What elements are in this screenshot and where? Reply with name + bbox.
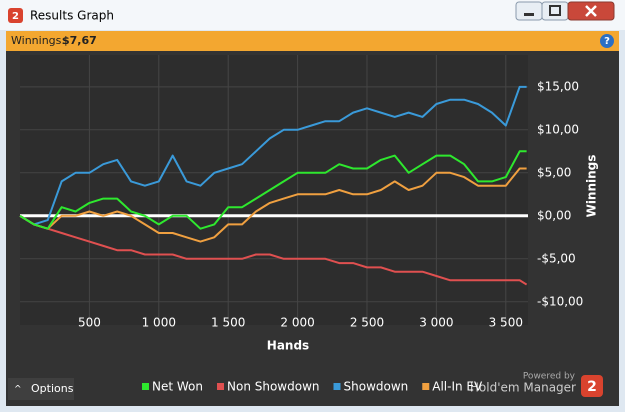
close-icon	[585, 5, 597, 17]
maximize-icon	[549, 5, 561, 16]
brand-logo-text: 2	[587, 379, 597, 395]
powered-by: Powered by	[523, 372, 576, 382]
brand: Hold'em Manager	[470, 381, 576, 395]
legend-label: Net Won	[152, 380, 203, 394]
maximize-button[interactable]	[541, 1, 569, 21]
minimize-icon	[524, 13, 534, 16]
help-button[interactable]	[600, 34, 614, 48]
legend-label: Showdown	[344, 380, 409, 394]
legend-label: Non Showdown	[227, 380, 320, 394]
info-label: Winnings:	[11, 34, 65, 47]
window-title: Results Graph	[30, 9, 114, 23]
series-line	[19, 85, 527, 226]
legend-label: All-In EV	[432, 380, 483, 394]
y-tick-label: $10,00	[537, 122, 579, 136]
minimize-button[interactable]	[515, 1, 543, 21]
plot-area	[20, 55, 528, 325]
series-line	[19, 214, 528, 286]
legend-swatch	[422, 383, 430, 390]
legend-swatch	[142, 383, 149, 390]
x-tick-label: 1 000	[142, 316, 176, 330]
y-axis-label: Winnings	[585, 155, 599, 218]
options-text: Options	[31, 382, 74, 395]
x-tick-label: 500	[78, 316, 101, 330]
series-line	[19, 150, 527, 230]
legend-swatch	[217, 383, 224, 390]
x-axis-label: Hands	[267, 339, 309, 353]
y-tick-label: $0,00	[537, 208, 571, 222]
series-line	[19, 167, 527, 243]
app-icon	[8, 8, 23, 23]
x-tick-label: 2 000	[280, 316, 314, 330]
app-icon-text: 2	[12, 11, 19, 22]
options-button[interactable]	[8, 378, 74, 400]
legend-swatch	[333, 383, 341, 390]
x-tick-label: 3 500	[489, 316, 523, 330]
help-text: ?	[604, 36, 610, 47]
brand-logo	[581, 375, 603, 397]
info-value: $7,67	[62, 34, 97, 47]
y-tick-label: -$10,00	[537, 294, 583, 308]
x-tick-label: 1 500	[211, 316, 245, 330]
info-bar	[6, 31, 619, 51]
x-tick-label: 2 500	[350, 316, 384, 330]
x-tick-label: 3 000	[419, 316, 453, 330]
y-tick-label: $15,00	[537, 79, 579, 93]
y-tick-label: -$5,00	[537, 251, 576, 265]
y-tick-label: $5,00	[537, 165, 571, 179]
options-arrow: ^	[14, 385, 22, 395]
